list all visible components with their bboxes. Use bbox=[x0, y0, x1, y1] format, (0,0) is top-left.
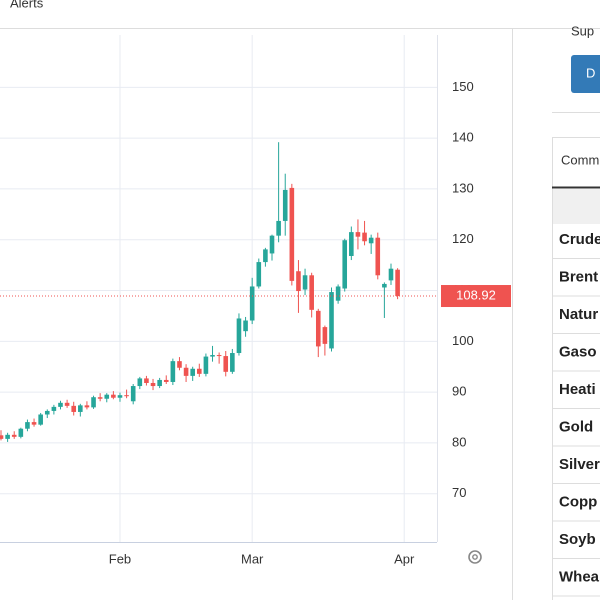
commodity-name[interactable]: Whea bbox=[559, 568, 600, 585]
candle-body bbox=[85, 405, 90, 407]
panel-header: Comm bbox=[561, 152, 599, 167]
candle-body bbox=[362, 233, 367, 242]
settings-icon[interactable] bbox=[469, 551, 481, 563]
candle-body bbox=[184, 368, 189, 376]
top-bar bbox=[0, 0, 600, 28]
candle-body bbox=[45, 411, 50, 415]
candle-body bbox=[177, 361, 182, 368]
x-tick-label: Apr bbox=[394, 551, 415, 566]
y-tick-label: 140 bbox=[452, 130, 474, 145]
candle-body bbox=[223, 356, 228, 372]
candle-body bbox=[309, 275, 314, 310]
candle-body bbox=[217, 355, 222, 356]
candle-body bbox=[296, 271, 301, 291]
x-tick-label: Feb bbox=[109, 551, 131, 566]
commodity-name[interactable]: Silver bbox=[559, 456, 600, 473]
candle-body bbox=[138, 378, 143, 386]
grid bbox=[0, 35, 437, 542]
candle-body bbox=[323, 327, 328, 344]
candle-body bbox=[78, 405, 83, 412]
commodity-name[interactable]: Gold bbox=[559, 418, 593, 435]
candle-body bbox=[256, 262, 261, 286]
candle-body bbox=[71, 406, 76, 412]
candle-body bbox=[98, 397, 103, 399]
candle-body bbox=[171, 361, 176, 382]
candle-body bbox=[395, 270, 400, 296]
y-tick-label: 120 bbox=[452, 231, 474, 246]
candle-body bbox=[52, 407, 57, 411]
candle-body bbox=[389, 269, 394, 281]
candle-body bbox=[58, 403, 63, 407]
last-price-label: 108.92 bbox=[456, 287, 496, 302]
commodity-name[interactable]: Soyb bbox=[559, 531, 596, 548]
candle-body bbox=[243, 321, 248, 332]
candle-body bbox=[197, 369, 202, 374]
candle-body bbox=[263, 249, 268, 262]
candle-body bbox=[356, 232, 361, 237]
candle-body bbox=[230, 353, 235, 372]
candle-body bbox=[151, 383, 156, 386]
candle-body bbox=[118, 395, 123, 398]
candle-body bbox=[375, 238, 380, 276]
candle-body bbox=[210, 355, 215, 357]
button-label[interactable]: D bbox=[586, 65, 595, 80]
candle-body bbox=[190, 369, 195, 376]
candle-body bbox=[164, 380, 169, 382]
candle-body bbox=[111, 395, 116, 398]
candle-body bbox=[329, 292, 334, 348]
candle-body bbox=[131, 386, 136, 401]
candle-body bbox=[104, 395, 109, 399]
candle-body bbox=[303, 275, 308, 289]
table: Crude Brent Natur Gaso Heati Gold Silver Copp So… bbox=[553, 231, 600, 596]
y-tick-label: 70 bbox=[452, 485, 466, 500]
gear-hub bbox=[473, 555, 477, 559]
candle-body bbox=[5, 435, 10, 439]
commodity-name[interactable]: Natur bbox=[559, 306, 598, 323]
tab-title[interactable]: Alerts bbox=[10, 0, 44, 10]
commodity-name[interactable]: Copp bbox=[559, 493, 597, 510]
candle-body bbox=[336, 286, 341, 300]
candle-body bbox=[342, 240, 347, 288]
candle-body bbox=[157, 380, 162, 386]
y-tick-label: 130 bbox=[452, 180, 474, 195]
candle-body bbox=[349, 232, 354, 256]
candles bbox=[0, 142, 437, 442]
candle-body bbox=[91, 397, 96, 407]
y-tick-label: 80 bbox=[452, 434, 466, 449]
candle-body bbox=[250, 286, 255, 320]
y-tick-label: 150 bbox=[452, 79, 474, 94]
candle-body bbox=[290, 188, 295, 281]
candle-body bbox=[25, 422, 30, 429]
candle-body bbox=[382, 284, 387, 288]
candle-body bbox=[38, 414, 43, 424]
candle-body bbox=[237, 318, 242, 353]
support-text: Sup bbox=[571, 23, 594, 38]
x-tick-label: Mar bbox=[241, 551, 264, 566]
commodity-name[interactable]: Brent bbox=[559, 268, 598, 285]
candle-body bbox=[276, 221, 281, 236]
candle-body bbox=[32, 422, 37, 425]
y-tick-label: 100 bbox=[452, 333, 474, 348]
candle-body bbox=[369, 238, 374, 244]
commodity-name[interactable]: Crude bbox=[559, 231, 600, 248]
candle-body bbox=[12, 435, 17, 437]
candle-body bbox=[19, 429, 24, 437]
candle-body bbox=[204, 357, 209, 374]
y-tick-label: 90 bbox=[452, 384, 466, 399]
candle-body bbox=[0, 435, 3, 439]
commodity-name[interactable]: Heati bbox=[559, 381, 596, 398]
gear bbox=[469, 551, 481, 563]
commodity-name[interactable]: Gaso bbox=[559, 343, 597, 360]
candle-body bbox=[270, 236, 275, 254]
candle-body bbox=[124, 395, 129, 396]
candle-body bbox=[316, 311, 321, 347]
table-head bbox=[553, 189, 600, 224]
candle-body bbox=[283, 190, 288, 221]
candle-body bbox=[65, 403, 70, 406]
candle-body bbox=[144, 378, 149, 383]
